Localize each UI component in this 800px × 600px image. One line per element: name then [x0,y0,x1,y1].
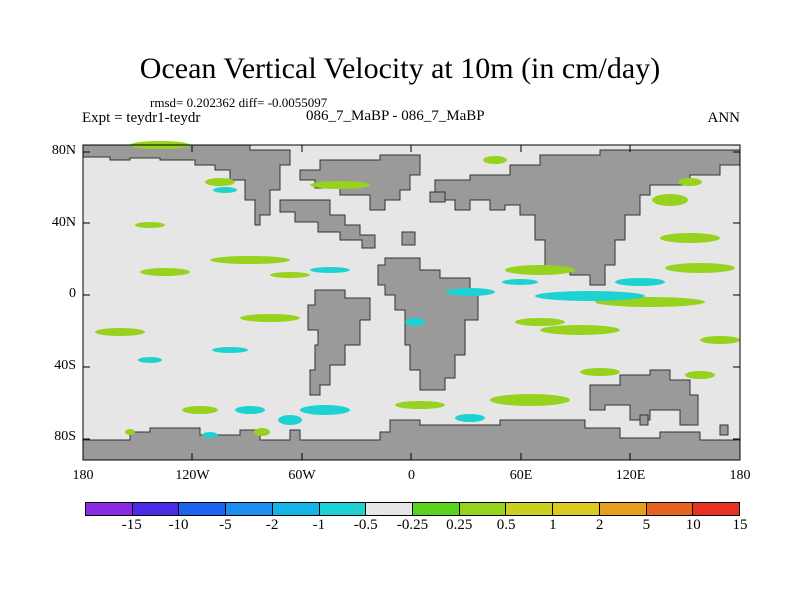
stats-line: rmsd= 0.202362 diff= -0.0055097 [150,95,328,110]
land-island-iceland [401,231,416,246]
colorbar-cell [319,503,367,515]
colorbar-cell [599,503,647,515]
plot-title: Ocean Vertical Velocity at 10m (in cm/da… [139,52,661,85]
colorbar [85,502,740,516]
colorbar-label: 15 [732,517,748,533]
colorbar-cell [226,503,273,515]
x-tick-label: 120E [615,468,646,483]
land-island-small-1 [719,424,729,436]
colorbar-label: 2 [595,517,604,533]
y-tick-label: 0 [69,286,76,301]
x-tick-label: 0 [408,468,415,483]
colorbar-label: 0.5 [496,517,516,533]
land-eurasia [434,149,741,286]
colorbar-cell [693,503,740,515]
y-tick-label: 80N [51,143,76,158]
colorbar-label: 1 [549,517,557,533]
land-antarctica [82,419,741,461]
y-tick-label: 40N [51,214,76,230]
land-island-small-2 [639,414,649,426]
colorbar-cell [86,503,133,515]
y-tick-label: 80S [54,429,76,444]
colorbar-cell [413,503,460,515]
land-south-america [307,289,371,396]
colorbar-label: 5 [642,517,651,533]
negative-velocity-patches [138,187,665,438]
positive-velocity-patches [95,141,740,436]
land-central-america [279,199,376,249]
colorbar-label: -0.25 [396,517,429,533]
y-tick-label: 40S [54,357,76,373]
land-europe [429,191,446,203]
experiment-label: Expt = teydr1-teydr [82,110,201,126]
land-australia [589,369,699,426]
colorbar-label: -10 [168,517,189,533]
case-label: 086_7_MaBP - 086_7_MaBP [306,108,485,124]
x-tick-label: 180 [729,468,751,483]
land-north-america [82,144,291,226]
colorbar-label: -0.5 [353,517,378,533]
colorbar-label: -5 [219,517,232,533]
colorbar-cell [459,503,507,515]
x-tick-label: 180 [72,468,94,483]
x-tick-label: 60W [288,468,316,483]
x-tick-label: 120W [175,468,210,483]
colorbar-label: -1 [312,517,326,533]
season-label: ANN [707,110,741,126]
colorbar-cell [553,503,600,515]
colorbar-cell [646,503,694,515]
colorbar-label: -15 [121,517,142,533]
colorbar-label: -2 [265,517,279,533]
tick-marks [83,145,740,460]
colorbar-cell [132,503,180,515]
colorbar-cell [272,503,320,515]
colorbar-cell [179,503,227,515]
colorbar-cell [366,503,414,515]
colorbar-label: 10 [685,517,701,533]
colorbar-label: 0.25 [446,517,473,533]
x-tick-label: 60E [509,468,533,483]
colorbar-cell [506,503,554,515]
